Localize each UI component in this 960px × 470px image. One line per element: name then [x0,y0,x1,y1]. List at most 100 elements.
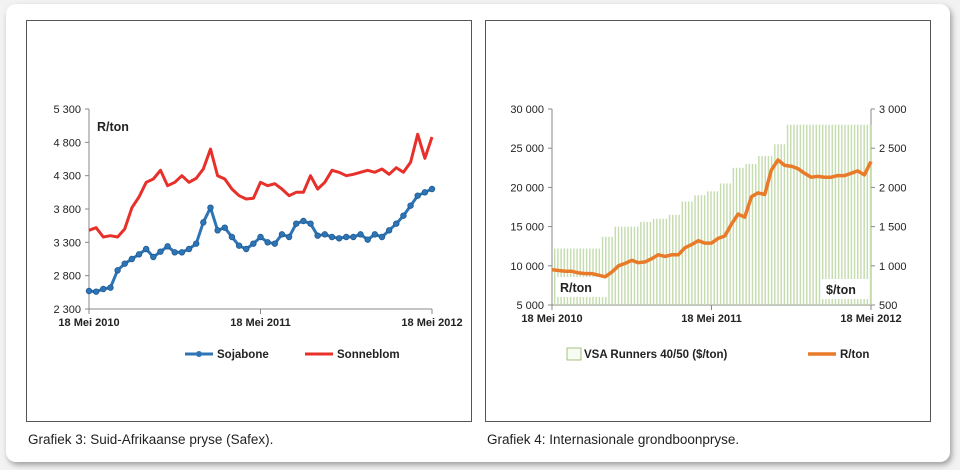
y-tick-label-left: 30 000 [510,104,544,116]
bar [748,163,751,305]
data-point-sojabone [350,233,357,241]
y-tick-label-left: 10 000 [510,261,544,273]
series-line-r-ton [551,158,873,279]
bar [774,144,776,305]
data-point-sojabone [335,235,343,242]
bar [672,214,674,305]
y-tick-label-right: 1 500 [879,222,907,234]
data-point-sojabone [135,251,143,258]
data-point-sojabone [400,212,407,219]
bar [700,195,703,305]
chart-panel-safex: 2 300 2 800 3 300 3 800 4 300 4 800 5 300 18 Me… [26,20,472,422]
data-point-sojabone [243,245,250,253]
data-point-sojabone [264,239,271,246]
bar [646,221,648,305]
bar [592,248,594,305]
legend-label: VSA Runners 40/50 ($/ton) [584,349,728,361]
bar [786,124,789,306]
bar [821,124,824,306]
y-tick-label-right: 3 000 [879,104,907,116]
x-tick-label: 18 Mei 2012 [840,313,901,325]
bar [656,218,658,305]
bar [687,201,690,305]
unit-label-bg-left [556,277,608,297]
y-tick-label-right: 2 500 [879,143,907,155]
page-card: 2 300 2 800 3 300 3 800 4 300 4 800 5 300 18 Me… [6,4,950,462]
bar [630,226,632,305]
bar [589,248,591,305]
bar [579,248,581,305]
bar [678,214,680,305]
bar [857,124,859,306]
bar [605,236,607,305]
bar [716,191,719,305]
bar [806,124,808,306]
bar [799,124,802,306]
bar [557,248,559,305]
data-point-sojabone [414,192,421,199]
bar [818,124,821,306]
y-tick-label-left: 25 000 [510,143,544,155]
bar [790,124,792,306]
data-point-sojabone [178,249,186,256]
y-tick-label-left: 5 000 [516,300,544,312]
x-tick-label: 18 Mei 2011 [230,317,291,329]
bar [633,226,636,305]
bar [793,124,795,306]
data-point-sojabone [378,233,386,241]
bar [652,218,655,305]
data-point-sojabone [293,220,300,227]
series-line-sonneblom [88,132,434,239]
y-tick-label-right: 1 000 [879,261,907,273]
data-point-sojabone [321,231,329,238]
bar [710,191,712,305]
chart-safex: 2 300 2 800 3 300 3 800 4 300 4 800 5 300 18 Me… [53,104,462,361]
bar [662,218,664,305]
bar [809,124,811,306]
bar [569,248,572,305]
bar [729,183,731,305]
data-point-sojabone [371,231,379,238]
x-tick-label: 18 Mei 2010 [58,317,119,329]
bar [659,218,661,305]
bar [841,124,843,306]
bar [713,191,715,305]
bar [828,124,830,306]
bar [681,201,684,305]
series-line-sojabone [88,187,433,294]
data-point-sojabone [357,231,364,238]
unit-label-right: $/ton [826,283,856,297]
data-point-sojabone [385,227,393,234]
bar [601,236,604,305]
data-point-sojabone [257,233,264,241]
bar [726,183,728,305]
y-tick-label: 2 800 [53,271,81,283]
bar [668,214,671,305]
data-point-sojabone [235,242,243,249]
data-point-sojabone [207,204,214,211]
y-tick-label: 2 300 [53,304,81,316]
legend-label: Sojabone [217,349,269,361]
bar [761,156,763,305]
bar [754,163,757,305]
unit-label-left: R/ton [560,281,592,295]
data-point-sojabone [214,227,221,234]
bar [783,144,786,305]
x-tick-label: 18 Mei 2012 [401,317,462,329]
bar [777,144,779,305]
y-tick-label-left: 15 000 [510,222,544,234]
bar [582,248,585,305]
bar [860,124,862,306]
bar [863,124,865,306]
unit-label: R/ton [97,120,129,134]
y-tick-label-right: 2 000 [879,182,907,194]
bar [844,124,846,306]
bar [767,156,770,305]
bar [691,201,693,305]
data-point-sojabone [114,267,121,274]
data-point-sojabone [407,202,414,209]
data-point-sojabone [393,220,400,227]
bar [812,124,814,306]
legend-marker [196,351,202,357]
data-point-sojabone [250,240,257,247]
